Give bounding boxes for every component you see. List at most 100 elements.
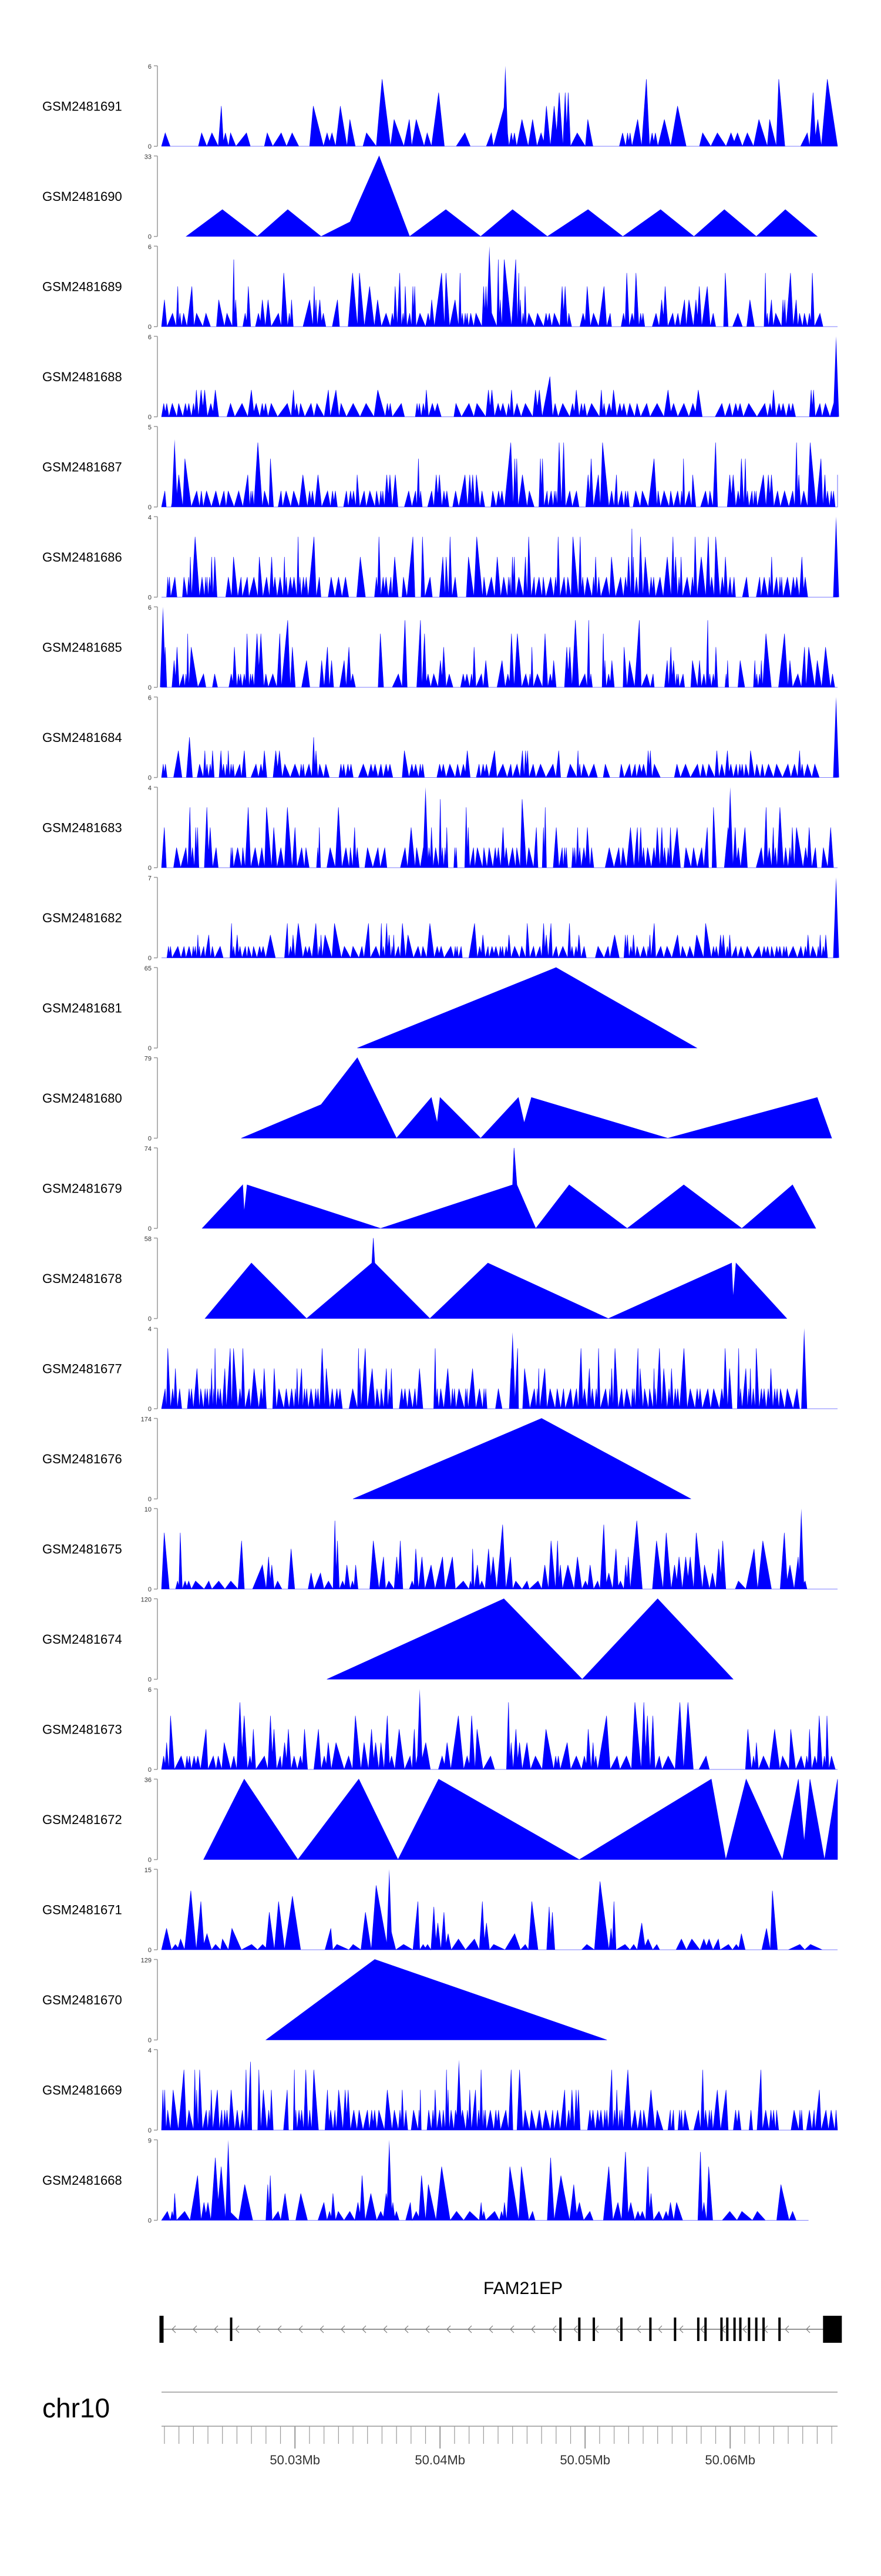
y-min-label: 0 xyxy=(148,595,152,602)
track-label: GSM2481671 xyxy=(42,1903,122,1917)
exon-block xyxy=(823,2316,842,2343)
strand-arrow-icon xyxy=(531,2325,536,2333)
track-label: GSM2481682 xyxy=(42,911,122,925)
y-min-label: 0 xyxy=(148,1136,152,1143)
strand-arrow-icon xyxy=(510,2325,515,2333)
y-max-label: 174 xyxy=(141,1416,152,1423)
track-GSM2481669: GSM2481669 4 0 xyxy=(42,2047,838,2134)
track-label: GSM2481683 xyxy=(42,821,122,835)
track-GSM2481689: GSM2481689 6 0 xyxy=(42,244,838,331)
gene-track: FAM21EP xyxy=(159,2279,842,2343)
y-min-label: 0 xyxy=(148,955,152,962)
strand-arrow-icon xyxy=(235,2325,240,2333)
exon-block xyxy=(620,2318,623,2341)
coverage-area xyxy=(161,620,838,688)
coverage-area xyxy=(357,967,698,1049)
strand-arrow-icon xyxy=(658,2325,663,2333)
track-label: GSM2481672 xyxy=(42,1812,122,1827)
y-max-label: 9 xyxy=(148,2138,152,2145)
y-min-label: 0 xyxy=(148,684,152,691)
coverage-area xyxy=(204,1238,788,1319)
coverage-area xyxy=(327,1598,734,1680)
track-label: GSM2481679 xyxy=(42,1181,122,1196)
y-max-label: 4 xyxy=(148,1326,152,1333)
track-GSM2481691: GSM2481691 6 0 xyxy=(42,63,838,150)
strand-arrow-icon xyxy=(383,2325,388,2333)
track-label: GSM2481669 xyxy=(42,2083,122,2098)
y-min-label: 0 xyxy=(148,1766,152,1774)
strand-arrow-icon xyxy=(637,2325,641,2333)
coverage-spike xyxy=(160,607,166,687)
coverage-spike xyxy=(172,439,178,507)
exon-block xyxy=(733,2318,736,2341)
track-label: GSM2481675 xyxy=(42,1542,122,1557)
exon-block xyxy=(578,2318,581,2341)
y-max-label: 4 xyxy=(148,785,152,792)
coverage-area xyxy=(161,376,838,418)
exon-block xyxy=(778,2318,781,2341)
y-max-label: 10 xyxy=(144,1506,152,1513)
y-min-label: 0 xyxy=(148,234,152,241)
coverage-area xyxy=(161,737,838,778)
y-max-label: 6 xyxy=(148,695,152,702)
y-max-label: 33 xyxy=(144,154,152,161)
y-min-label: 0 xyxy=(148,324,152,331)
coverage-spike xyxy=(486,246,493,327)
track-label: GSM2481686 xyxy=(42,550,122,565)
y-min-label: 0 xyxy=(148,2037,152,2044)
coverage-spike xyxy=(386,2140,392,2221)
track-GSM2481676: GSM2481676 174 0 xyxy=(42,1416,691,1503)
coverage-area xyxy=(161,1881,838,1950)
track-GSM2481680: GSM2481680 79 0 xyxy=(42,1056,832,1143)
coverage-area xyxy=(352,1418,691,1499)
exon-block xyxy=(755,2318,758,2341)
track-GSM2481686: GSM2481686 4 0 xyxy=(42,515,839,602)
y-max-label: 6 xyxy=(148,604,152,612)
track-GSM2481684: GSM2481684 6 0 xyxy=(42,695,839,782)
coverage-spike xyxy=(456,2060,462,2130)
strand-arrow-icon xyxy=(700,2325,705,2333)
strand-arrow-icon xyxy=(679,2325,684,2333)
y-max-label: 6 xyxy=(148,1687,152,1694)
track-label: GSM2481684 xyxy=(42,730,122,745)
track-label: GSM2481691 xyxy=(42,99,122,114)
track-GSM2481668: GSM2481668 9 0 xyxy=(42,2138,809,2225)
track-label: GSM2481677 xyxy=(42,1362,122,1376)
track-GSM2481672: GSM2481672 36 0 xyxy=(42,1777,838,1864)
y-max-label: 58 xyxy=(144,1236,152,1243)
exon-block xyxy=(726,2318,729,2341)
y-max-label: 79 xyxy=(144,1056,152,1063)
exon-block xyxy=(762,2318,765,2341)
coverage-area xyxy=(161,1348,838,1409)
track-label: GSM2481688 xyxy=(42,370,122,384)
exon-block xyxy=(649,2318,652,2341)
coverage-spike xyxy=(801,1328,808,1409)
coverage-area xyxy=(161,1520,838,1590)
track-label: GSM2481674 xyxy=(42,1632,122,1647)
y-max-label: 6 xyxy=(148,63,152,70)
axis-tick-label: 50.06Mb xyxy=(705,2453,755,2467)
y-max-label: 36 xyxy=(144,1777,152,1784)
coverage-area xyxy=(161,442,838,508)
exon-block xyxy=(674,2318,677,2341)
coverage-area xyxy=(265,1959,607,2040)
coverage-spike xyxy=(727,787,734,868)
coverage-area xyxy=(186,155,818,237)
coverage-area xyxy=(161,2152,809,2221)
y-min-label: 0 xyxy=(148,775,152,782)
track-label: GSM2481687 xyxy=(42,460,122,475)
y-min-label: 0 xyxy=(148,414,152,421)
exon-block xyxy=(739,2318,742,2341)
coverage-area xyxy=(162,923,838,959)
exon-block xyxy=(697,2318,700,2341)
genome-axis: chr10 50.03Mb 50.04Mb 50.05Mb 50.06Mb xyxy=(42,2392,838,2467)
y-max-label: 7 xyxy=(148,875,152,882)
y-max-label: 6 xyxy=(148,244,152,251)
track-label: GSM2481678 xyxy=(42,1271,122,1286)
strand-arrow-icon xyxy=(468,2325,472,2333)
track-GSM2481685: GSM2481685 6 0 xyxy=(42,604,838,691)
y-max-label: 4 xyxy=(148,2047,152,2054)
track-GSM2481671: GSM2481671 15 0 xyxy=(42,1867,838,1954)
coverage-spike xyxy=(833,516,839,597)
